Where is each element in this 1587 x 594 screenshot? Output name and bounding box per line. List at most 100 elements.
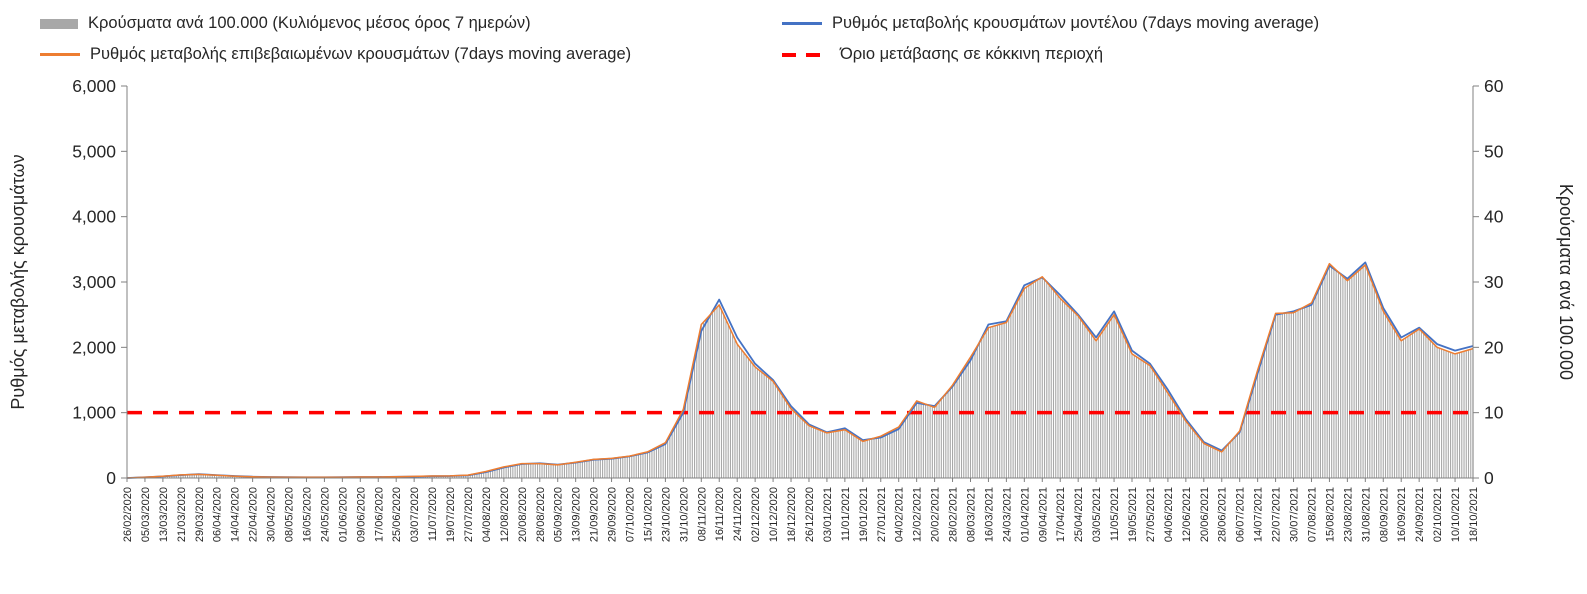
x-axis-tick-label: 25/04/2021 <box>1073 487 1085 542</box>
left-axis-tick-label: 1,000 <box>72 403 116 423</box>
x-axis-tick-label: 28/06/2021 <box>1217 487 1229 542</box>
x-axis-tick-label: 11/01/2021 <box>840 487 852 541</box>
legend-item-confirmed-rate: Ρυθμός μεταβολής επιβεβαιωμένων κρουσμάτ… <box>40 45 782 64</box>
left-axis-tick-label: 2,000 <box>72 337 116 357</box>
x-axis-tick-label: 25/06/2020 <box>391 487 403 542</box>
right-axis-tick-label: 20 <box>1484 337 1504 357</box>
x-axis-tick-label: 09/06/2020 <box>355 487 367 542</box>
x-axis-tick-label: 19/07/2020 <box>445 487 457 542</box>
x-axis-tick-label: 20/06/2021 <box>1199 487 1211 542</box>
left-axis-title: Ρυθμός μεταβολής κρουσμάτων <box>8 154 28 409</box>
x-axis-tick-label: 13/03/2020 <box>158 487 170 542</box>
right-axis-tick-label: 30 <box>1484 272 1504 292</box>
x-axis-tick-label: 01/06/2020 <box>337 487 349 542</box>
x-axis-tick-label: 10/12/2020 <box>768 487 780 542</box>
x-axis-tick-label: 16/09/2021 <box>1396 487 1408 542</box>
left-axis-tick-label: 3,000 <box>72 272 116 292</box>
x-axis-tick-label: 22/07/2021 <box>1271 487 1283 542</box>
x-axis-tick-label: 22/04/2020 <box>248 487 260 542</box>
x-axis-tick-label: 21/03/2020 <box>176 487 188 542</box>
x-axis-tick-label: 20/08/2020 <box>517 487 529 542</box>
x-axis-tick-label: 24/05/2020 <box>319 487 331 542</box>
x-axis-tick-label: 18/12/2020 <box>786 487 798 542</box>
confirmed-rate-line <box>126 262 1474 479</box>
x-axis-tick-label: 03/01/2021 <box>822 487 834 542</box>
x-axis-tick-label: 12/06/2021 <box>1181 487 1193 542</box>
right-axis-title: Κρούσματα ανά 100.000 <box>1556 184 1576 380</box>
x-axis-tick-label: 24/11/2020 <box>732 487 744 541</box>
x-axis-tick-label: 20/02/2021 <box>930 487 942 542</box>
legend-label-threshold: Όριο μετάβασης σε κόκκινη περιοχή <box>840 45 1104 63</box>
right-axis-tick-label: 0 <box>1484 468 1494 488</box>
x-axis-tick-label: 11/05/2021 <box>1109 487 1121 541</box>
x-axis-tick-label: 27/01/2021 <box>876 487 888 542</box>
right-axis-tick-label: 50 <box>1484 141 1504 161</box>
legend-label-model-rate: Ρυθμός μεταβολής κρουσμάτων μοντέλου (7d… <box>832 14 1320 32</box>
x-axis-tick-label: 23/10/2020 <box>660 487 672 542</box>
x-axis-tick-label: 26/02/2020 <box>122 487 134 542</box>
x-axis-tick-label: 23/08/2021 <box>1342 487 1354 542</box>
x-axis-tick-label: 05/03/2020 <box>140 487 152 542</box>
x-axis-tick-label: 29/03/2020 <box>194 487 206 542</box>
left-axis-tick-label: 5,000 <box>72 141 116 161</box>
chart-canvas: 0 1,000 2,000 3,000 4,000 5,000 6,000 0 10 20 30 40… <box>8 76 1576 542</box>
x-axis-tick-label: 28/08/2020 <box>535 487 547 542</box>
confirmed-line-swatch-icon <box>40 53 80 56</box>
x-axis-tick-label: 08/05/2020 <box>284 487 296 542</box>
right-axis-tick-label: 40 <box>1484 207 1504 227</box>
x-axis-tick-label: 27/07/2020 <box>463 487 475 542</box>
x-axis-tick-label: 03/07/2020 <box>409 487 421 542</box>
x-axis-tick-label: 26/12/2020 <box>804 487 816 542</box>
x-axis-tick-label: 18/10/2021 <box>1468 487 1480 542</box>
x-axis-tick-label: 24/09/2021 <box>1414 487 1426 542</box>
x-axis-tick-label: 08/11/2020 <box>696 487 708 541</box>
x-axis-tick-label: 31/08/2021 <box>1360 487 1372 542</box>
legend-item-cases-per-100k: Κρούσματα ανά 100.000 (Κυλιόμενος μέσος … <box>40 14 782 33</box>
x-axis-tick-label: 24/03/2021 <box>1001 487 1013 542</box>
x-axis-tick-label: 17/06/2020 <box>373 487 385 542</box>
left-axis-tick-label: 4,000 <box>72 207 116 227</box>
x-axis-tick-label: 16/11/2020 <box>714 487 726 541</box>
x-axis-tick-label: 12/02/2021 <box>912 487 924 542</box>
legend-label-cases-per-100k: Κρούσματα ανά 100.000 (Κυλιόμενος μέσος … <box>88 14 531 32</box>
legend-item-model-rate: Ρυθμός μεταβολής κρουσμάτων μοντέλου (7d… <box>782 14 1587 33</box>
x-axis-tick-label: 27/05/2021 <box>1145 487 1157 542</box>
x-axis-tick-label: 16/05/2020 <box>301 487 313 542</box>
x-axis-tick-label: 07/08/2021 <box>1306 487 1318 542</box>
model-line-swatch-icon <box>782 22 822 25</box>
x-axis-tick-label: 08/03/2021 <box>965 487 977 542</box>
x-axis-tick-label: 04/08/2020 <box>481 487 493 542</box>
x-axis-tick-label: 31/10/2020 <box>678 487 690 542</box>
bar-swatch-icon <box>40 18 78 29</box>
x-axis-tick-label: 15/08/2021 <box>1324 487 1336 542</box>
right-axis-tick-label: 10 <box>1484 403 1504 423</box>
x-axis-tick-label: 19/01/2021 <box>858 487 870 542</box>
x-axis-tick-label: 15/10/2020 <box>642 487 654 542</box>
x-axis-tick-label: 30/04/2020 <box>266 487 278 542</box>
left-axis-tick-label: 6,000 <box>72 76 116 96</box>
x-axis-tick-label: 01/04/2021 <box>1019 487 1031 542</box>
x-axis-tick-label: 08/09/2021 <box>1378 487 1390 542</box>
x-axis-tick-label: 30/07/2021 <box>1289 487 1301 542</box>
cases-per-100k-bars <box>128 263 1474 478</box>
legend-label-confirmed-rate: Ρυθμός μεταβολής επιβεβαιωμένων κρουσμάτ… <box>90 45 632 63</box>
x-axis-tick-label: 02/12/2020 <box>750 487 762 542</box>
x-axis-tick-label: 07/10/2020 <box>625 487 637 542</box>
x-axis-tick-label: 28/02/2021 <box>948 487 960 542</box>
right-axis-tick-label: 60 <box>1484 76 1504 96</box>
x-axis-tick-label: 14/07/2021 <box>1253 487 1265 542</box>
x-axis-tick-label: 10/10/2021 <box>1450 487 1462 542</box>
x-axis-tick-label: 29/09/2020 <box>607 487 619 542</box>
x-axis-tick-label: 21/09/2020 <box>589 487 601 542</box>
x-axis-tick-label: 12/08/2020 <box>499 487 511 542</box>
x-axis-tick-label: 03/05/2021 <box>1091 487 1103 542</box>
x-axis-tick-label: 09/04/2021 <box>1037 487 1049 542</box>
x-axis-tick-label: 14/04/2020 <box>230 487 242 542</box>
x-axis-tick-label: 13/09/2020 <box>571 487 583 542</box>
left-axis-tick-label: 0 <box>106 468 116 488</box>
x-axis-tick-label: 04/06/2021 <box>1163 487 1175 542</box>
x-axis-tick-label: 04/02/2021 <box>894 487 906 542</box>
x-axis-tick-label: 06/07/2021 <box>1235 487 1247 542</box>
x-axis-tick-label: 02/10/2021 <box>1432 487 1444 542</box>
